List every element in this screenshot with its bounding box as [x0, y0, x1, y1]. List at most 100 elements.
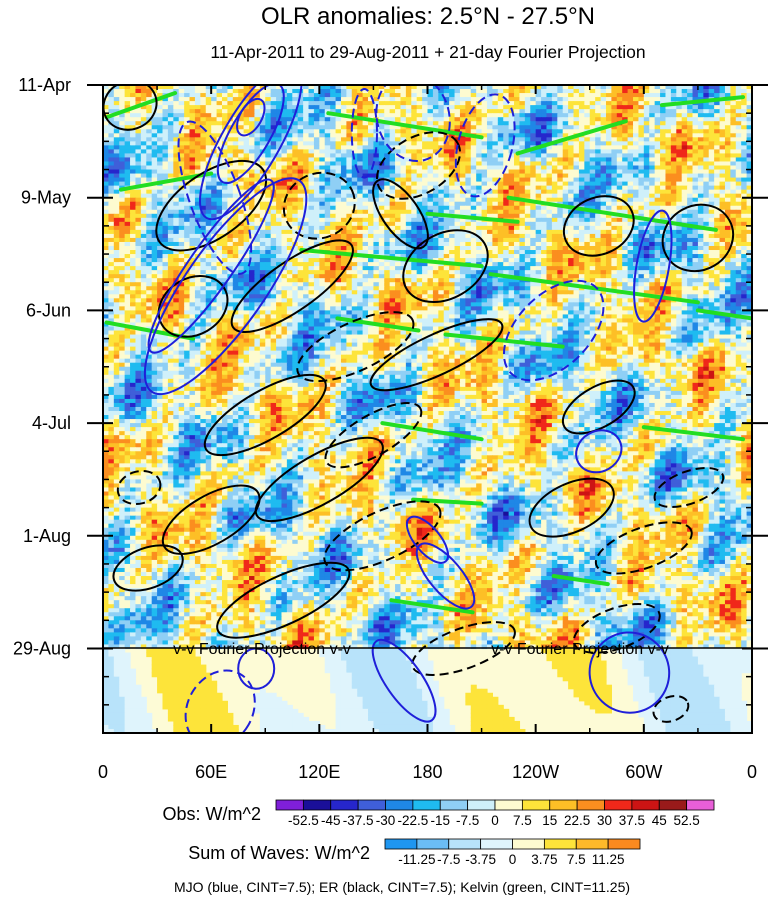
obs-cell [303, 161, 310, 167]
obs-cell [719, 105, 726, 110]
obs-cell [162, 169, 169, 175]
obs-cell [135, 237, 142, 243]
obs-cell [330, 125, 337, 130]
obs-cell [340, 185, 347, 191]
obs-cell [589, 193, 596, 199]
obs-cell [227, 197, 234, 203]
obs-cell [595, 105, 602, 110]
obs-cell [459, 225, 466, 231]
obs-cell [384, 93, 391, 98]
obs-cell [454, 133, 461, 138]
obs-cell [103, 145, 110, 150]
obs-cell [503, 177, 510, 183]
obs-cell [194, 225, 201, 231]
obs-cell [660, 157, 667, 163]
obs-cell [378, 181, 385, 187]
obs-cell [270, 209, 277, 215]
obs-cell [649, 181, 656, 187]
obs-cell [281, 145, 288, 150]
obs-cell [259, 141, 266, 146]
obs-cell [108, 209, 115, 215]
obs-cell [541, 129, 548, 134]
obs-cell [605, 165, 612, 171]
obs-cell [519, 229, 526, 235]
obs-cell [340, 181, 347, 187]
obs-cell [232, 217, 239, 223]
obs-cell [254, 213, 261, 219]
obs-cell [708, 161, 715, 167]
obs-cell [708, 145, 715, 150]
obs-cell [573, 229, 580, 235]
obs-cell [395, 233, 402, 239]
obs-cell [162, 121, 169, 126]
obs-cell [303, 101, 310, 106]
obs-cell [578, 109, 585, 114]
obs-cell [600, 225, 607, 231]
obs-cell [395, 173, 402, 179]
obs-cell [243, 85, 250, 90]
obs-cell [665, 153, 672, 159]
obs-cell [232, 105, 239, 110]
obs-cell [476, 237, 483, 243]
obs-cell [178, 153, 185, 159]
obs-cell [216, 105, 223, 110]
obs-cell [432, 117, 439, 122]
obs-cell [503, 185, 510, 191]
obs-cell [249, 109, 256, 114]
obs-cell [292, 250, 299, 255]
obs-cell [562, 185, 569, 191]
obs-cell [119, 149, 126, 155]
obs-cell [173, 221, 180, 227]
obs-cell [249, 241, 256, 247]
obs-cell [265, 173, 272, 179]
obs-cell [103, 161, 110, 167]
obs-cell [719, 241, 726, 247]
obs-cell [140, 117, 147, 122]
obs-cell [476, 109, 483, 114]
obs-cell [438, 165, 445, 171]
obs-cell [119, 229, 126, 235]
obs-cell [238, 201, 245, 207]
obs-cell [276, 165, 283, 171]
obs-cell [422, 113, 429, 118]
obs-cell [368, 205, 375, 211]
obs-cell [449, 109, 456, 114]
obs-cell [281, 225, 288, 231]
obs-cell [254, 221, 261, 227]
obs-cell [389, 85, 396, 90]
obs-cell [151, 201, 158, 207]
obs-cell [524, 145, 531, 150]
obs-cell [254, 169, 261, 175]
obs-cell [746, 233, 752, 239]
obs-cell [633, 121, 640, 126]
obs-cell [189, 221, 196, 227]
obs-cell [465, 177, 472, 183]
obs-cell [670, 97, 677, 102]
obs-cell [735, 117, 742, 122]
obs-cell [481, 121, 488, 126]
obs-cell [622, 101, 629, 106]
obs-cell [113, 217, 120, 223]
obs-cell [719, 233, 726, 239]
obs-cell [340, 105, 347, 110]
obs-cell [259, 197, 266, 203]
obs-cell [254, 233, 261, 239]
obs-cell [346, 129, 353, 134]
obs-cell [330, 181, 337, 187]
obs-cell [330, 245, 337, 251]
obs-cell [676, 169, 683, 175]
obs-cell [319, 161, 326, 167]
obs-cell [465, 189, 472, 195]
obs-cell [503, 101, 510, 106]
obs-cell [432, 149, 439, 155]
obs-cell [432, 125, 439, 130]
obs-cell [313, 193, 320, 199]
obs-cell [708, 117, 715, 122]
obs-cell [497, 165, 504, 171]
obs-cell [595, 189, 602, 195]
obs-cell [741, 129, 748, 134]
obs-cell [697, 245, 704, 251]
obs-cell [335, 213, 342, 219]
obs-cell [319, 109, 326, 114]
obs-cell [524, 101, 531, 106]
